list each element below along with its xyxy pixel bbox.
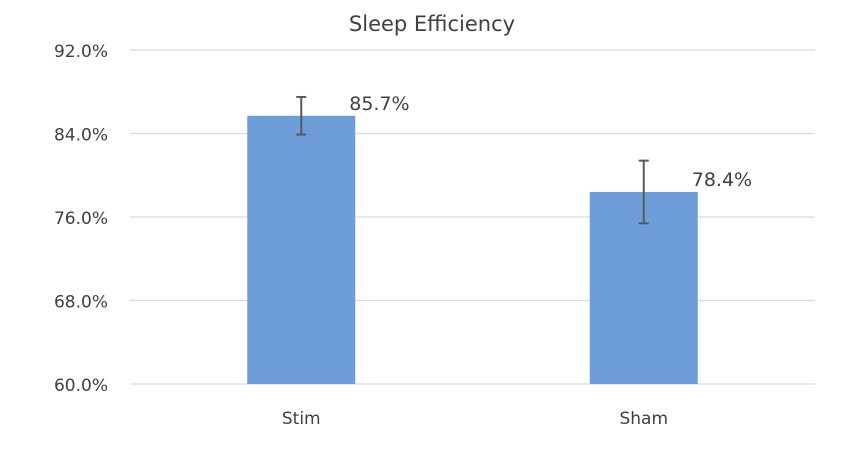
y-tick-label: 68.0% — [54, 293, 108, 313]
chart-title: Sleep Efficiency — [349, 12, 515, 36]
y-tick-label: 76.0% — [54, 209, 108, 229]
y-tick-label: 92.0% — [54, 42, 108, 62]
data-label: 78.4% — [692, 169, 752, 191]
bar-stim — [247, 115, 356, 384]
x-tick-label: Sham — [619, 409, 668, 429]
y-tick-label: 84.0% — [54, 126, 108, 146]
y-tick-label: 60.0% — [54, 376, 108, 396]
x-tick-label: Stim — [282, 409, 321, 429]
data-label: 85.7% — [349, 93, 409, 115]
